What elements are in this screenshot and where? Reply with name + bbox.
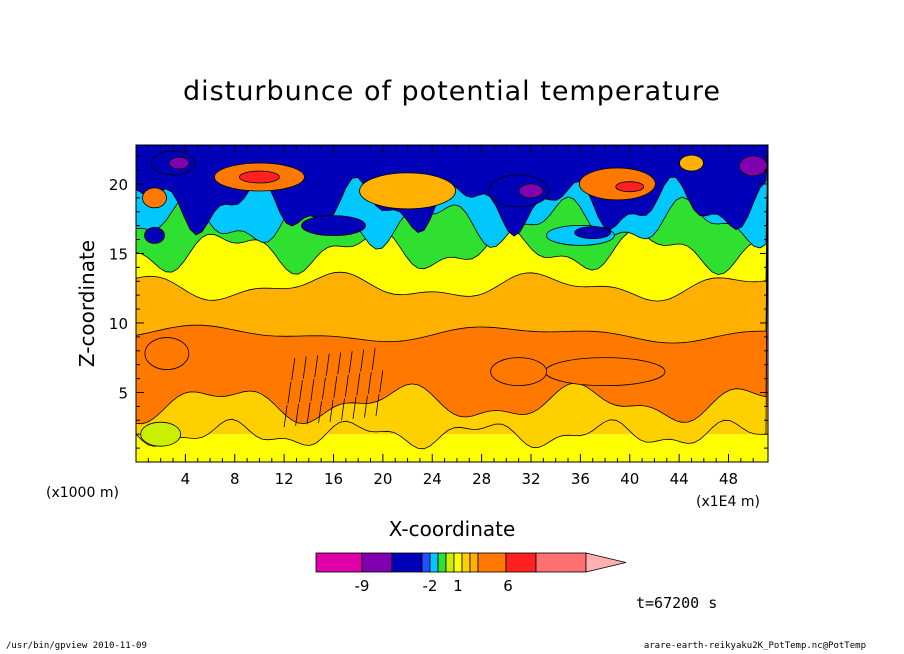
colorbar-swatch — [445, 552, 455, 573]
x-tick-label: 40 — [620, 470, 639, 488]
contour-line — [302, 356, 307, 379]
chart-title: disturbunce of potential temperature — [183, 76, 721, 107]
contour-line — [352, 396, 357, 419]
contour-line — [371, 348, 376, 371]
contour-cell — [544, 357, 666, 387]
contour-cell — [142, 187, 167, 209]
contour-line — [333, 375, 338, 399]
contour-cell — [359, 172, 456, 210]
colorbar-swatch — [437, 552, 447, 573]
colorbar-label: 1 — [453, 577, 463, 595]
contour-line — [325, 353, 330, 376]
plot-frame — [135, 144, 769, 463]
contour-cell — [490, 357, 548, 387]
contour-cell — [738, 155, 768, 177]
contour-line — [375, 394, 380, 417]
x-tick-label: 48 — [719, 470, 738, 488]
y-tick-label: 10 — [109, 315, 128, 333]
contour-cell — [144, 337, 190, 370]
contour-cell — [301, 215, 366, 237]
contour-cell — [615, 181, 645, 193]
x-tick-label: 12 — [275, 470, 294, 488]
contour-cell — [518, 183, 544, 199]
y-tick-label: 20 — [109, 176, 128, 194]
contour-line — [379, 370, 384, 393]
contour-line — [356, 373, 361, 396]
colorbar-swatch — [477, 552, 507, 573]
y-tick-label: 15 — [109, 245, 128, 263]
contour-cell — [679, 154, 704, 172]
x-tick-label: 28 — [472, 470, 491, 488]
colorbar-swatch — [461, 552, 471, 573]
x-tick-label: 44 — [670, 470, 689, 488]
x-tick-label: 20 — [373, 470, 392, 488]
footer-file: arare-earth-reikyaku2K_PotTemp.nc@PotTem… — [643, 641, 866, 651]
colorbar-swatch — [361, 552, 393, 573]
x-tick-label: 8 — [230, 470, 240, 488]
contour-cell — [239, 170, 280, 184]
contour-line — [291, 357, 296, 381]
colorbar-swatch — [421, 552, 431, 573]
colorbar-swatch — [535, 552, 587, 573]
contour-line — [364, 395, 368, 418]
contour-field — [136, 145, 768, 462]
contour-line — [283, 405, 288, 428]
contour-line — [341, 398, 345, 421]
x-tick-label: 24 — [423, 470, 442, 488]
contour-line — [299, 380, 303, 403]
x-tick-label: 36 — [571, 470, 590, 488]
x-axis-label: X-coordinate — [389, 517, 516, 541]
contour-line — [367, 371, 372, 394]
x-unit-note: (x1E4 m) — [696, 494, 760, 510]
contour-line — [321, 377, 326, 400]
contour-line — [337, 352, 342, 375]
x-tick-label: 4 — [181, 470, 191, 488]
colorbar-swatch — [315, 552, 363, 573]
footer-program: /usr/bin/gpview 2010-11-09 — [6, 641, 147, 651]
contour-cell — [140, 421, 182, 447]
x-tick-label: 16 — [324, 470, 343, 488]
colorbar-swatch — [429, 552, 439, 573]
y-axis-label: Z-coordinate — [75, 240, 99, 367]
colorbar-arrow — [585, 552, 627, 573]
contour-line — [295, 403, 300, 426]
contour-line — [318, 401, 322, 424]
contour-line — [314, 355, 319, 378]
contour-line — [306, 402, 311, 425]
contour-line — [348, 350, 353, 374]
contour-line — [287, 381, 292, 404]
colorbar-label: -2 — [423, 577, 438, 595]
contour-line — [310, 378, 315, 401]
contour-cell — [144, 226, 165, 244]
colorbar-label: -9 — [355, 577, 370, 595]
contour-cell — [168, 156, 190, 170]
y-tick-label: 5 — [118, 384, 128, 402]
contour-line — [344, 374, 349, 397]
contour-line — [360, 349, 365, 372]
y-unit-note: (x1000 m) — [46, 485, 119, 501]
colorbar-swatch — [391, 552, 423, 573]
colorbar-swatch — [469, 552, 479, 573]
colorbar-swatch — [505, 552, 537, 573]
time-label: t=67200 s — [636, 594, 718, 612]
contour-line — [329, 399, 334, 422]
colorbar-swatch — [453, 552, 463, 573]
colorbar-label: 6 — [503, 577, 513, 595]
x-tick-label: 32 — [521, 470, 540, 488]
contour-cell — [574, 226, 612, 239]
